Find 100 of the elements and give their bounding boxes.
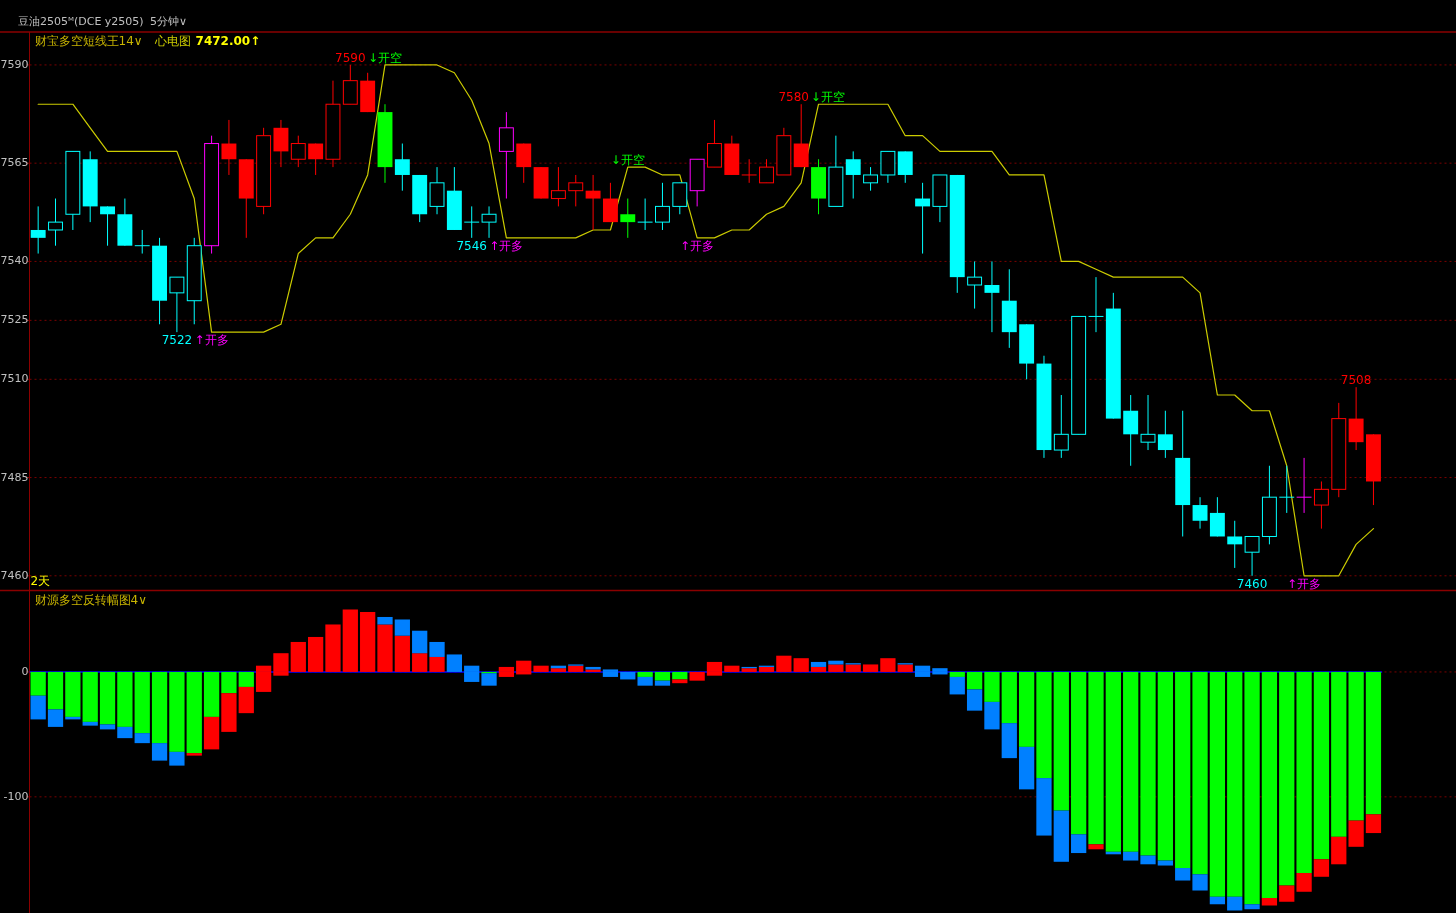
text: 7508	[1340, 373, 1372, 388]
bar	[862, 664, 879, 672]
text: 7460	[1236, 576, 1268, 591]
y-tick-label: 0	[21, 664, 29, 678]
bar	[221, 693, 237, 732]
text: ↓开空	[810, 90, 845, 105]
bar	[117, 726, 133, 739]
bar	[516, 660, 532, 672]
bar	[377, 624, 393, 672]
bar	[325, 624, 341, 672]
bar	[498, 671, 515, 677]
bar	[1157, 860, 1173, 866]
text: 7590	[335, 50, 366, 65]
bar	[342, 609, 358, 672]
bar	[1019, 746, 1035, 790]
bar	[394, 619, 410, 636]
bar	[1331, 671, 1347, 837]
bar	[30, 695, 46, 720]
bar	[1071, 671, 1087, 835]
bar	[169, 751, 185, 766]
bar	[151, 743, 168, 761]
bar	[689, 671, 705, 681]
text: 5分钟∨	[150, 15, 188, 28]
bar	[186, 671, 202, 754]
bar	[1244, 904, 1260, 910]
bar	[984, 671, 1000, 702]
bar	[724, 665, 740, 672]
bar	[203, 671, 220, 717]
text: 7546	[456, 238, 487, 253]
bar	[134, 671, 150, 734]
bar	[221, 671, 237, 694]
bar	[394, 635, 410, 672]
bar	[1209, 896, 1226, 905]
bar	[1313, 859, 1330, 877]
bar	[1175, 868, 1191, 881]
bar	[82, 671, 98, 722]
bar	[1088, 671, 1104, 845]
bar	[1157, 671, 1173, 861]
bar	[949, 671, 965, 677]
bar	[429, 641, 445, 657]
y-tick-label: -100	[3, 789, 29, 803]
bar	[1331, 836, 1347, 865]
bar	[672, 671, 688, 680]
bar	[1279, 671, 1295, 886]
bar	[810, 666, 827, 672]
y-tick-label: 7460	[0, 568, 29, 582]
bar	[1261, 898, 1278, 906]
bar	[151, 671, 168, 744]
y-tick-label: 7540	[0, 254, 29, 268]
text: 豆油2505ᴹ(DCE y2505)	[18, 15, 144, 28]
bar	[238, 686, 254, 714]
bar	[1019, 671, 1035, 747]
bar	[117, 671, 133, 727]
chart-title: 财源多空反转幅图4∨	[34, 592, 147, 607]
bar	[134, 733, 150, 744]
bar	[637, 671, 653, 677]
bar	[1227, 671, 1243, 897]
bar	[1036, 671, 1052, 779]
bar	[654, 680, 671, 686]
bar	[1175, 671, 1191, 869]
bar	[1053, 810, 1069, 862]
text: ↑开多	[194, 332, 229, 347]
bar	[1192, 671, 1208, 875]
text: 心电图	[153, 34, 191, 48]
text: ↑开多	[489, 238, 524, 253]
bar	[290, 641, 306, 672]
bar	[672, 679, 688, 684]
chart-title: 财宝多空短线王14∨	[34, 34, 143, 48]
bar	[602, 671, 619, 677]
bar	[1071, 834, 1087, 854]
bar	[1123, 851, 1139, 861]
text: ↑开多	[1287, 576, 1322, 591]
text: ↓开空	[367, 50, 403, 65]
bar	[412, 630, 428, 654]
bar	[360, 611, 376, 672]
bar	[273, 653, 289, 672]
bar	[1209, 671, 1226, 897]
bar	[429, 656, 445, 672]
text: ↓开空	[610, 153, 645, 168]
bar	[1140, 855, 1156, 865]
bar	[1348, 671, 1364, 821]
bar	[1261, 671, 1278, 899]
y-tick-label: 7525	[0, 313, 29, 327]
bar	[203, 716, 220, 750]
text: 7580	[778, 90, 809, 105]
bar	[1105, 671, 1121, 852]
bar	[412, 653, 428, 672]
text: 7522	[161, 332, 193, 347]
bar	[186, 753, 202, 756]
bar	[47, 671, 64, 710]
y-tick-label: 7565	[0, 156, 29, 170]
y-tick-label: 7590	[0, 57, 29, 71]
bar	[446, 654, 462, 672]
bar	[30, 671, 46, 696]
bar	[1313, 671, 1330, 860]
bar	[845, 664, 861, 672]
annotation: 7472.00↑	[195, 34, 261, 48]
bar	[1192, 874, 1208, 891]
bar	[1244, 671, 1260, 905]
bar	[568, 665, 584, 672]
